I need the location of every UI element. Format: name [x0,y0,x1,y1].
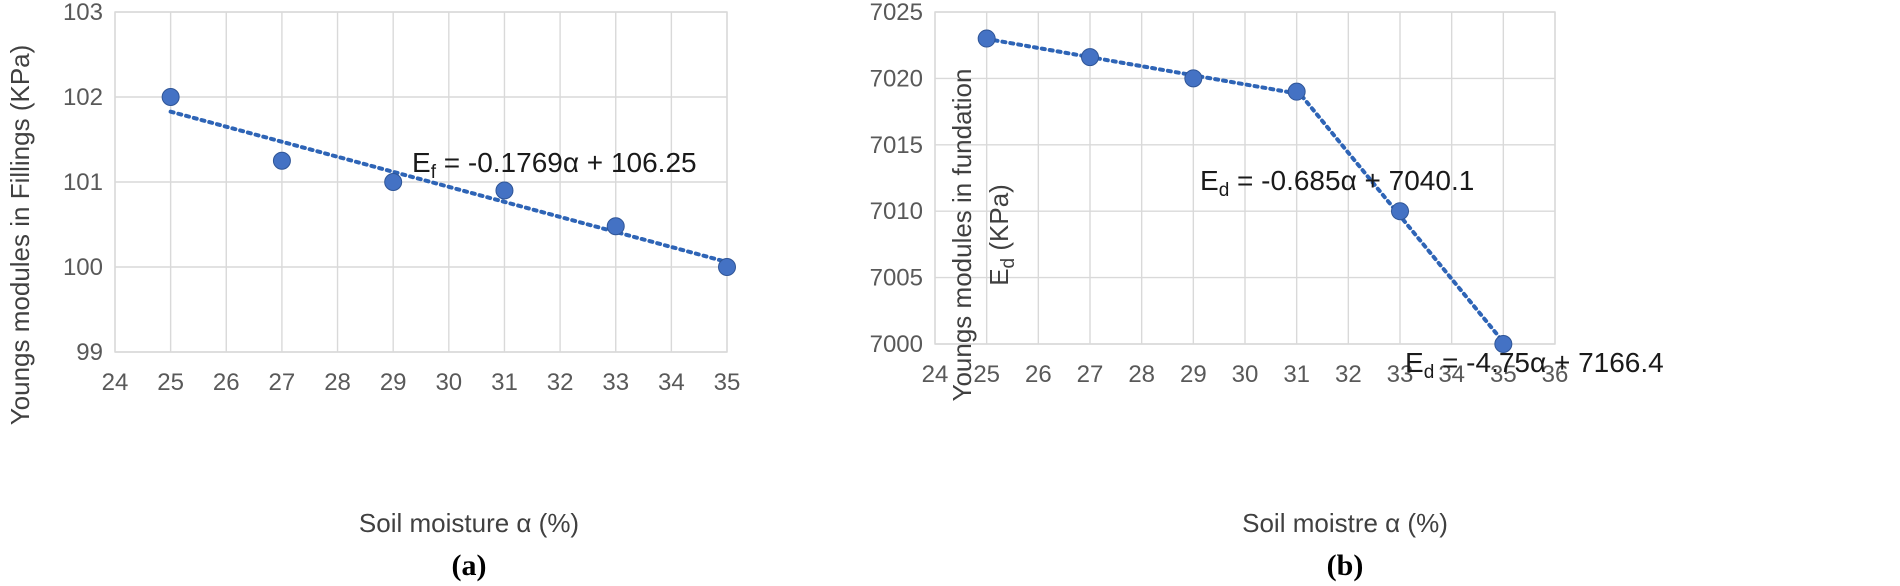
points-a [161,88,736,276]
x-tick-label: 24 [102,369,129,396]
data-point [161,88,180,106]
data-point [1494,335,1513,353]
x-tick-label: 26 [1025,361,1052,388]
data-point [1081,48,1099,67]
x-tick-label: 32 [547,369,574,396]
y-axis-title-a: Youngs modules in Fillings (KPa) [5,45,35,426]
trendline [168,109,729,265]
y-tick-label: 7010 [870,198,923,225]
x-tick-label: 30 [435,369,462,396]
data-point [272,151,291,170]
x-tick-label: 25 [157,369,184,396]
y-tick-label: 7025 [870,0,923,26]
y-axis-title-b-line1: Youngs modules in fundation [947,69,977,402]
x-tick-label: 32 [1335,361,1362,388]
x-tick-label: 28 [324,369,351,396]
trend-equation-b1: Ed = -0.685α + 7040.1 [1200,165,1474,201]
x-tick-label: 35 [1490,361,1517,388]
x-tick-label: 29 [1180,361,1207,388]
y-tick-label: 103 [63,0,103,26]
x-ticks-b: 24 25 26 27 28 29 30 31 32 33 34 35 36 [922,361,1569,388]
data-point [977,29,996,48]
x-tick-label: 34 [658,369,685,396]
y-tick-label: 7015 [870,132,923,159]
x-tick-label: 28 [1128,361,1155,388]
x-tick-label: 29 [380,369,407,396]
x-tick-label: 33 [602,369,629,396]
y-tick-label: 7000 [870,331,923,358]
x-axis-title-b: Soil moistre α (%) [1242,508,1448,538]
trendlines-a [168,109,729,265]
x-tick-label: 34 [1438,361,1465,388]
y-ticks-a: 99 100 101 102 103 [63,0,103,366]
data-point [1391,202,1409,221]
x-tick-label: 36 [1542,361,1569,388]
y-ticks-b: 7000 7005 7010 7015 7020 7025 [870,0,923,358]
x-tick-label: 33 [1387,361,1414,388]
x-tick-label: 31 [491,369,518,396]
x-tick-label: 35 [714,369,741,396]
chart-panel-b: 24 25 26 27 28 29 30 31 32 33 34 35 36 7000700570107… [870,0,1664,582]
data-point [1287,82,1306,101]
x-tick-label: 25 [973,361,1000,388]
y-tick-label: 101 [63,169,103,196]
x-tick-label: 27 [269,369,296,396]
y-tick-label: 7005 [870,265,923,292]
x-tick-label: 31 [1283,361,1310,388]
x-tick-label: 27 [1077,361,1104,388]
x-tick-label: 26 [213,369,240,396]
y-tick-label: 100 [63,254,103,281]
data-point [384,173,403,191]
x-tick-label: 24 [922,361,949,388]
panel-label-a: (a) [452,549,487,582]
trend-equation-a: Ef = -0.1769α + 106.25 [412,147,697,183]
y-axis-title-b-line2: Ed (KPa) [984,184,1019,286]
grid-a [114,11,728,353]
x-ticks-a: 24 25 26 27 28 29 30 31 32 33 34 35 [102,369,741,396]
plot-area-frame [114,11,728,353]
data-point [495,181,514,200]
data-point [1184,69,1203,88]
y-tick-label: 102 [63,84,103,111]
trendline [984,36,1299,96]
trend-equation-b2: Ed = -4.75α + 7166.4 [1405,347,1664,383]
y-tick-label: 99 [76,339,103,366]
plot-area-frame [934,11,1556,345]
y-tick-label: 7020 [870,65,923,92]
x-axis-title-a: Soil moisture α (%) [359,508,579,538]
data-point [606,217,625,236]
x-tick-label: 30 [1232,361,1259,388]
chart-panel-a: 24 25 26 27 28 29 30 31 32 33 34 35 99100101102103 … [5,0,740,582]
data-point [718,258,736,276]
points-b [977,29,1513,353]
panel-label-b: (b) [1327,549,1364,582]
